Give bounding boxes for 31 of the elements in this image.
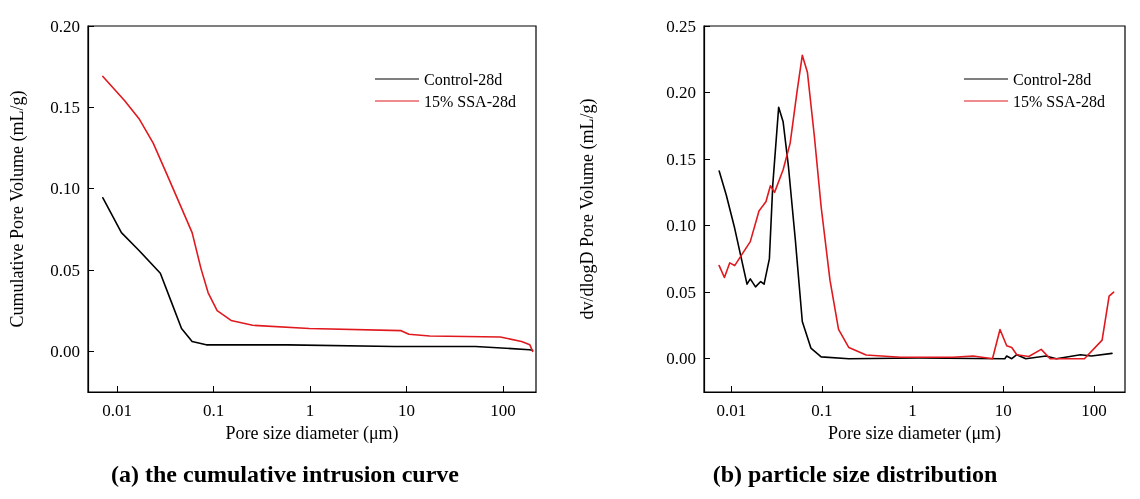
y-tick-label: 0.20 <box>50 16 80 36</box>
y-tick-label: 0.05 <box>50 260 80 280</box>
x-tick-label: 100 <box>1081 401 1107 420</box>
x-tick-label: 0.01 <box>716 401 747 420</box>
y-axis-title: Cumulative Pore Volume (mL/g) <box>7 90 28 328</box>
y-tick-label: 0.15 <box>50 97 80 117</box>
legend-label: 15% SSA-28d <box>1012 92 1106 110</box>
x-tick-label: 0.1 <box>202 401 225 420</box>
x-axis-title: Pore size diameter (μm) <box>225 423 399 444</box>
text: (a) the cumulative intrusion curve <box>111 461 460 487</box>
x-tick-label: 100 <box>490 401 516 420</box>
text: (b) particle size distribution <box>712 461 998 487</box>
legend-label: Control-28d <box>1012 70 1092 88</box>
x-tick-label: 10 <box>397 401 415 420</box>
y-tick-label: 0.25 <box>666 16 696 36</box>
x-tick-label: 0.01 <box>102 401 132 420</box>
legend-label: 15% SSA-28d <box>423 92 517 110</box>
x-axis-title: Pore size diameter (μm) <box>827 423 1002 444</box>
legend-label: Control-28d <box>423 70 503 88</box>
y-tick-label: 0.10 <box>666 216 696 236</box>
x-tick-label: 10 <box>994 401 1012 420</box>
x-tick-label: 0.1 <box>811 401 833 420</box>
y-tick-label: 0.00 <box>666 349 696 369</box>
y-axis-title: dv/dlogD Pore Volume (mL/g) <box>577 98 598 320</box>
x-tick-label: 1 <box>305 401 315 420</box>
x-tick-label: 1 <box>908 401 917 420</box>
y-tick-label: 0.10 <box>50 179 80 199</box>
y-tick-label: 0.20 <box>666 83 696 103</box>
y-tick-label: 0.05 <box>666 282 696 302</box>
y-tick-label: 0.15 <box>666 149 696 169</box>
y-tick-label: 0.00 <box>50 341 80 361</box>
